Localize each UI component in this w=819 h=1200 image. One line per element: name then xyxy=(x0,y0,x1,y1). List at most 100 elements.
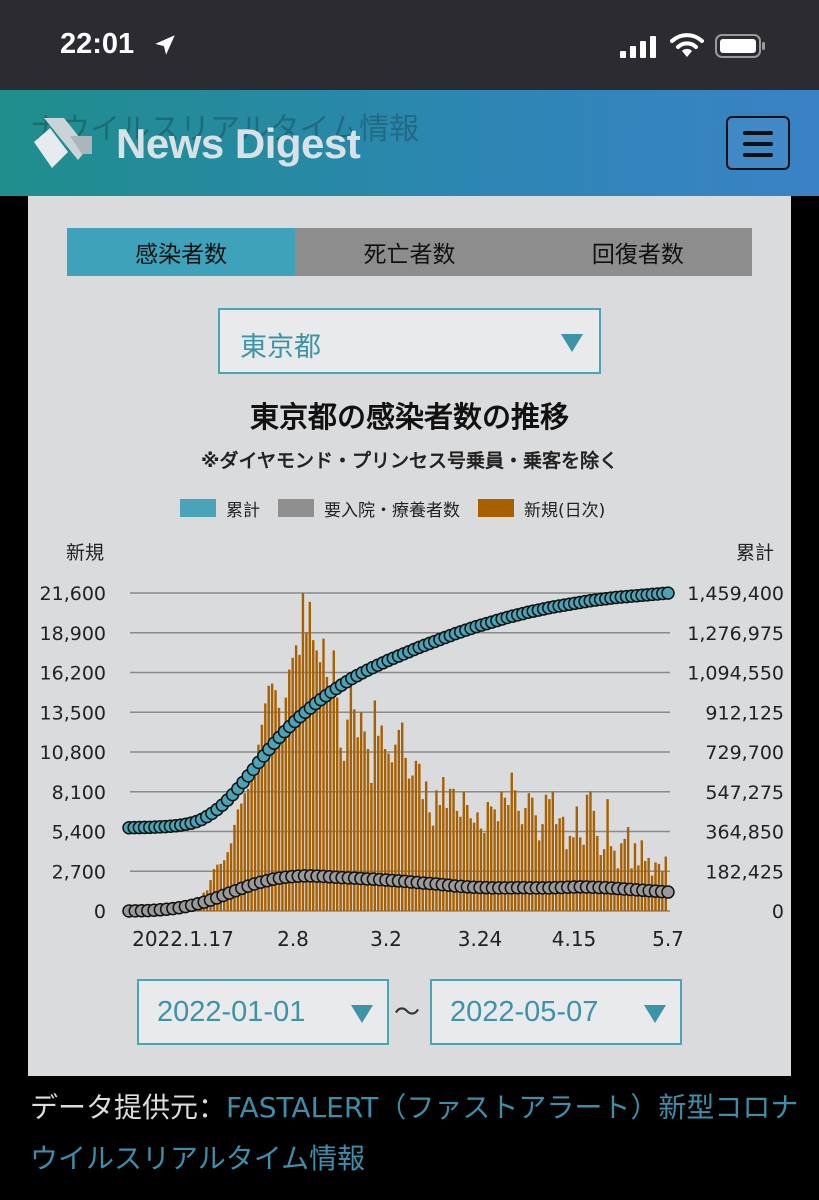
tab-deaths[interactable]: 死亡者数 xyxy=(295,228,524,276)
bar-daily xyxy=(606,799,609,911)
date-to-select[interactable]: 2022-05-07 xyxy=(430,979,682,1045)
bar-daily xyxy=(281,734,284,911)
bar-daily xyxy=(527,793,531,911)
legend-item-hospitalized[interactable]: 要入院・療養者数 xyxy=(278,496,460,521)
dropdown-arrow-icon xyxy=(561,334,583,352)
bar-daily xyxy=(452,788,455,911)
bar-daily xyxy=(318,662,322,911)
data-source-link[interactable]: FASTALERT（ファストアラート）新型コロナウイルスリアルタイム情報 xyxy=(30,1091,799,1175)
bar-daily xyxy=(609,846,613,911)
dropdown-arrow-icon xyxy=(644,1005,666,1023)
legend-swatch-cumulative xyxy=(180,499,216,517)
x-tick-label: 2022.1.17 xyxy=(132,927,234,951)
bar-daily xyxy=(253,768,257,911)
legend-item-daily[interactable]: 新規(日次) xyxy=(478,496,605,521)
bar-daily xyxy=(246,788,250,911)
bar-daily xyxy=(373,700,377,911)
legend-item-cumulative[interactable]: 累計 xyxy=(180,496,260,521)
bar-daily xyxy=(469,818,472,911)
hospitalized-point xyxy=(661,885,675,899)
tab-infections[interactable]: 感染者数 xyxy=(67,228,296,276)
bar-daily xyxy=(342,760,346,911)
legend-label-cumulative: 累計 xyxy=(226,500,260,521)
bar-daily xyxy=(315,650,318,911)
left-tick-label: 18,900 xyxy=(40,623,106,645)
right-tick-label: 729,700 xyxy=(705,742,784,764)
bar-daily xyxy=(349,673,353,911)
bar-daily xyxy=(250,766,253,911)
left-tick-label: 16,200 xyxy=(40,663,106,685)
x-tick-label: 3.24 xyxy=(458,927,503,951)
bar-daily xyxy=(356,737,359,911)
bar-daily xyxy=(448,788,452,911)
bar-daily xyxy=(305,632,308,911)
data-source-label: データ提供元： xyxy=(30,1091,227,1124)
bar-daily xyxy=(558,818,561,911)
x-tick-label: 5.7 xyxy=(652,927,684,951)
battery-icon xyxy=(715,34,765,58)
prefecture-select[interactable]: 東京都 xyxy=(218,308,601,374)
bar-daily xyxy=(486,802,489,911)
left-tick-label: 8,100 xyxy=(52,782,106,804)
right-tick-label: 547,275 xyxy=(705,782,784,804)
site-header: ナウイルスリアルタイム情報 News Digest xyxy=(0,90,819,196)
hamburger-menu-icon[interactable] xyxy=(726,116,790,170)
date-from-select[interactable]: 2022-01-01 xyxy=(137,979,389,1045)
bar-daily xyxy=(507,805,510,911)
dropdown-arrow-icon xyxy=(351,1005,373,1023)
bar-daily xyxy=(596,835,599,911)
bar-daily xyxy=(339,747,342,911)
bar-daily xyxy=(640,840,644,911)
bar-daily xyxy=(291,657,294,911)
status-time: 22:01 xyxy=(60,28,135,60)
bar-daily xyxy=(216,864,219,911)
bar-daily xyxy=(229,843,233,911)
bar-daily xyxy=(421,799,424,911)
wifi-icon xyxy=(670,33,704,57)
bar-daily xyxy=(517,810,520,911)
bar-daily xyxy=(274,690,277,911)
bar-daily xyxy=(476,812,479,911)
bar-daily xyxy=(390,762,394,911)
logo-text[interactable]: News Digest xyxy=(116,120,361,167)
date-from-value: 2022-01-01 xyxy=(157,996,306,1028)
location-arrow-icon xyxy=(155,35,175,55)
x-tick-label: 2.8 xyxy=(277,927,309,951)
bar-daily xyxy=(226,852,229,911)
bar-daily xyxy=(582,844,585,911)
bar-daily xyxy=(428,812,431,911)
left-tick-label: 5,400 xyxy=(52,822,106,844)
bar-daily xyxy=(520,824,524,911)
bar-daily xyxy=(431,825,435,911)
bar-daily xyxy=(503,797,507,911)
bar-daily xyxy=(260,724,264,911)
news-digest-logo-icon[interactable] xyxy=(30,108,100,178)
bar-daily xyxy=(288,669,291,911)
prefecture-select-value: 東京都 xyxy=(240,332,321,363)
bar-daily xyxy=(544,794,548,911)
bar-daily xyxy=(524,807,527,911)
bar-daily xyxy=(483,832,486,911)
bar-daily xyxy=(240,803,243,911)
bar-daily xyxy=(212,869,216,911)
tab-recoveries[interactable]: 回復者数 xyxy=(523,228,752,276)
bar-daily xyxy=(312,640,315,911)
right-tick-label: 1,094,550 xyxy=(687,663,784,685)
bar-daily xyxy=(579,837,582,911)
left-tick-label: 10,800 xyxy=(40,742,106,764)
bar-daily xyxy=(346,719,349,911)
bar-daily xyxy=(353,709,356,911)
bar-daily xyxy=(472,822,476,911)
bar-daily xyxy=(500,791,503,911)
metric-tabs: 感染者数 死亡者数 回復者数 xyxy=(67,228,752,276)
bar-daily xyxy=(377,735,380,911)
bar-daily xyxy=(438,805,442,911)
bar-daily xyxy=(308,601,311,911)
bar-daily xyxy=(335,697,339,911)
bar-daily xyxy=(301,593,305,911)
bar-daily xyxy=(626,827,630,911)
bar-daily xyxy=(565,849,568,911)
chart-title: 東京都の感染者数の推移 xyxy=(249,400,569,434)
status-bar: 22:01 xyxy=(0,0,819,90)
left-tick-label: 13,500 xyxy=(40,702,106,724)
